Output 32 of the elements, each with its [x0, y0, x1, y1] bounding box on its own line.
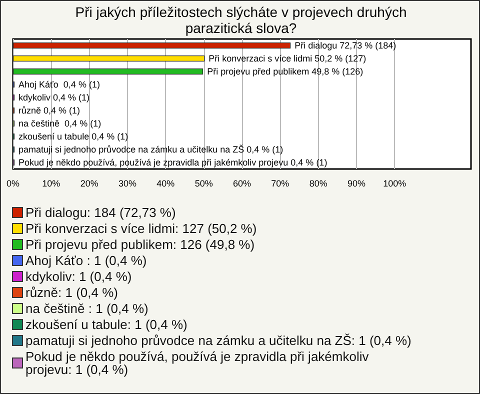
data-label: různě 0,4 % (1)	[18, 106, 80, 116]
data-label: Při konverzaci s více lidmi 50,2 % (127)	[208, 54, 366, 64]
data-label: Při projevu před publikem 49,8 % (126)	[207, 66, 364, 76]
x-tick-label: 50%	[194, 178, 213, 188]
data-label: Pokud je někdo používá, používá je zpravidla při jakémkoliv projevu 0,4 % (1)	[18, 158, 328, 168]
legend-label: Ahoj Káťo : 1 (0,4 %)	[26, 253, 147, 268]
x-tick-label: 40%	[156, 178, 175, 188]
legend-label: kdykoliv: 1 (0,4 %)	[26, 269, 132, 284]
legend-label: pamatuji si jednoho průvodce na zámku a učitelku na ZŠ: 1 (0,4 %)	[26, 333, 412, 348]
x-tick-label: 20%	[80, 178, 98, 188]
x-tick-label: 100%	[383, 178, 406, 188]
x-tick-label: 10%	[42, 178, 60, 188]
legend-label: na češtině : 1 (0,4 %)	[26, 301, 148, 316]
x-tick-label: 0%	[6, 178, 20, 188]
data-label: na češtině 0,4 % (1)	[18, 118, 102, 128]
data-label: zkoušení u tabule 0,4 % (1)	[18, 132, 128, 142]
x-tick-label: 90%	[347, 178, 366, 188]
data-label: Při dialogu 72,73 % (184)	[294, 40, 396, 50]
x-tick-label: 80%	[309, 178, 328, 188]
legend-label: Při konverzaci s více lidmi: 127 (50,2 %)	[26, 221, 257, 236]
legend-label: zkoušení u tabule: 1 (0,4 %)	[26, 317, 188, 332]
x-tick-label: 60%	[232, 178, 252, 188]
legend-label: různě: 1 (0,4 %)	[26, 285, 118, 300]
x-tick-label: 30%	[118, 178, 137, 188]
legend-label: Při dialogu: 184 (72,73 %)	[26, 205, 176, 220]
legend-label: Při projevu před publikem: 126 (49,8 %)	[26, 237, 255, 252]
data-label: Ahoj Káťo 0,4 % (1)	[18, 80, 100, 90]
chart-title: Při jakých příležitostech slýcháte v projevech druhých parazitická slova?	[74, 4, 408, 36]
x-tick-label: 70%	[271, 178, 290, 188]
data-label: pamatuji si jednoho průvodce na zámku a učitelku na ZŠ 0,4 % (1)	[18, 144, 284, 154]
data-label: kdykoliv 0,4 % (1)	[18, 92, 90, 102]
legend-label: Pokud je někdo používá, používá je zpravidla při jakémkoliv projevu: 1 (0,4 %)	[26, 349, 372, 377]
